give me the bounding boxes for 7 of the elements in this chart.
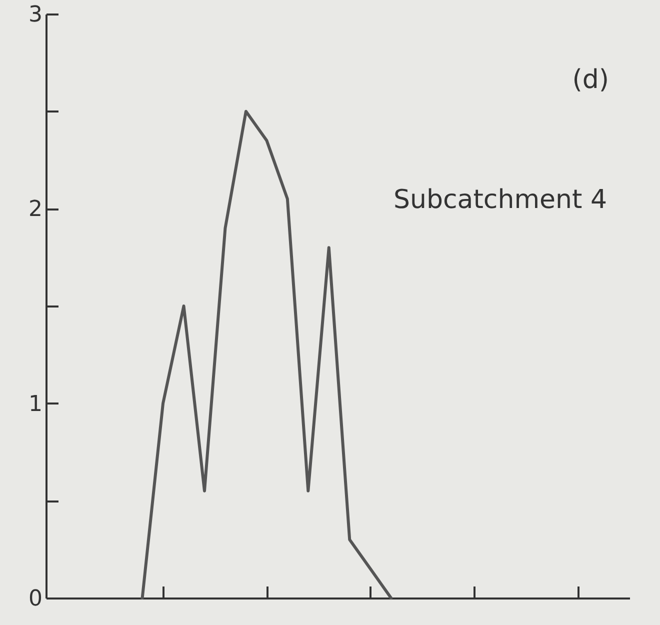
y-tick-label: 2 [28,197,42,222]
annotation: (d) [572,65,609,95]
y-tick-label: 3 [28,2,42,28]
y-tick-label: 0 [28,586,42,612]
annotation: Subcatchment 4 [394,185,607,215]
line-series [140,110,393,600]
y-tick-label: 1 [28,392,42,417]
